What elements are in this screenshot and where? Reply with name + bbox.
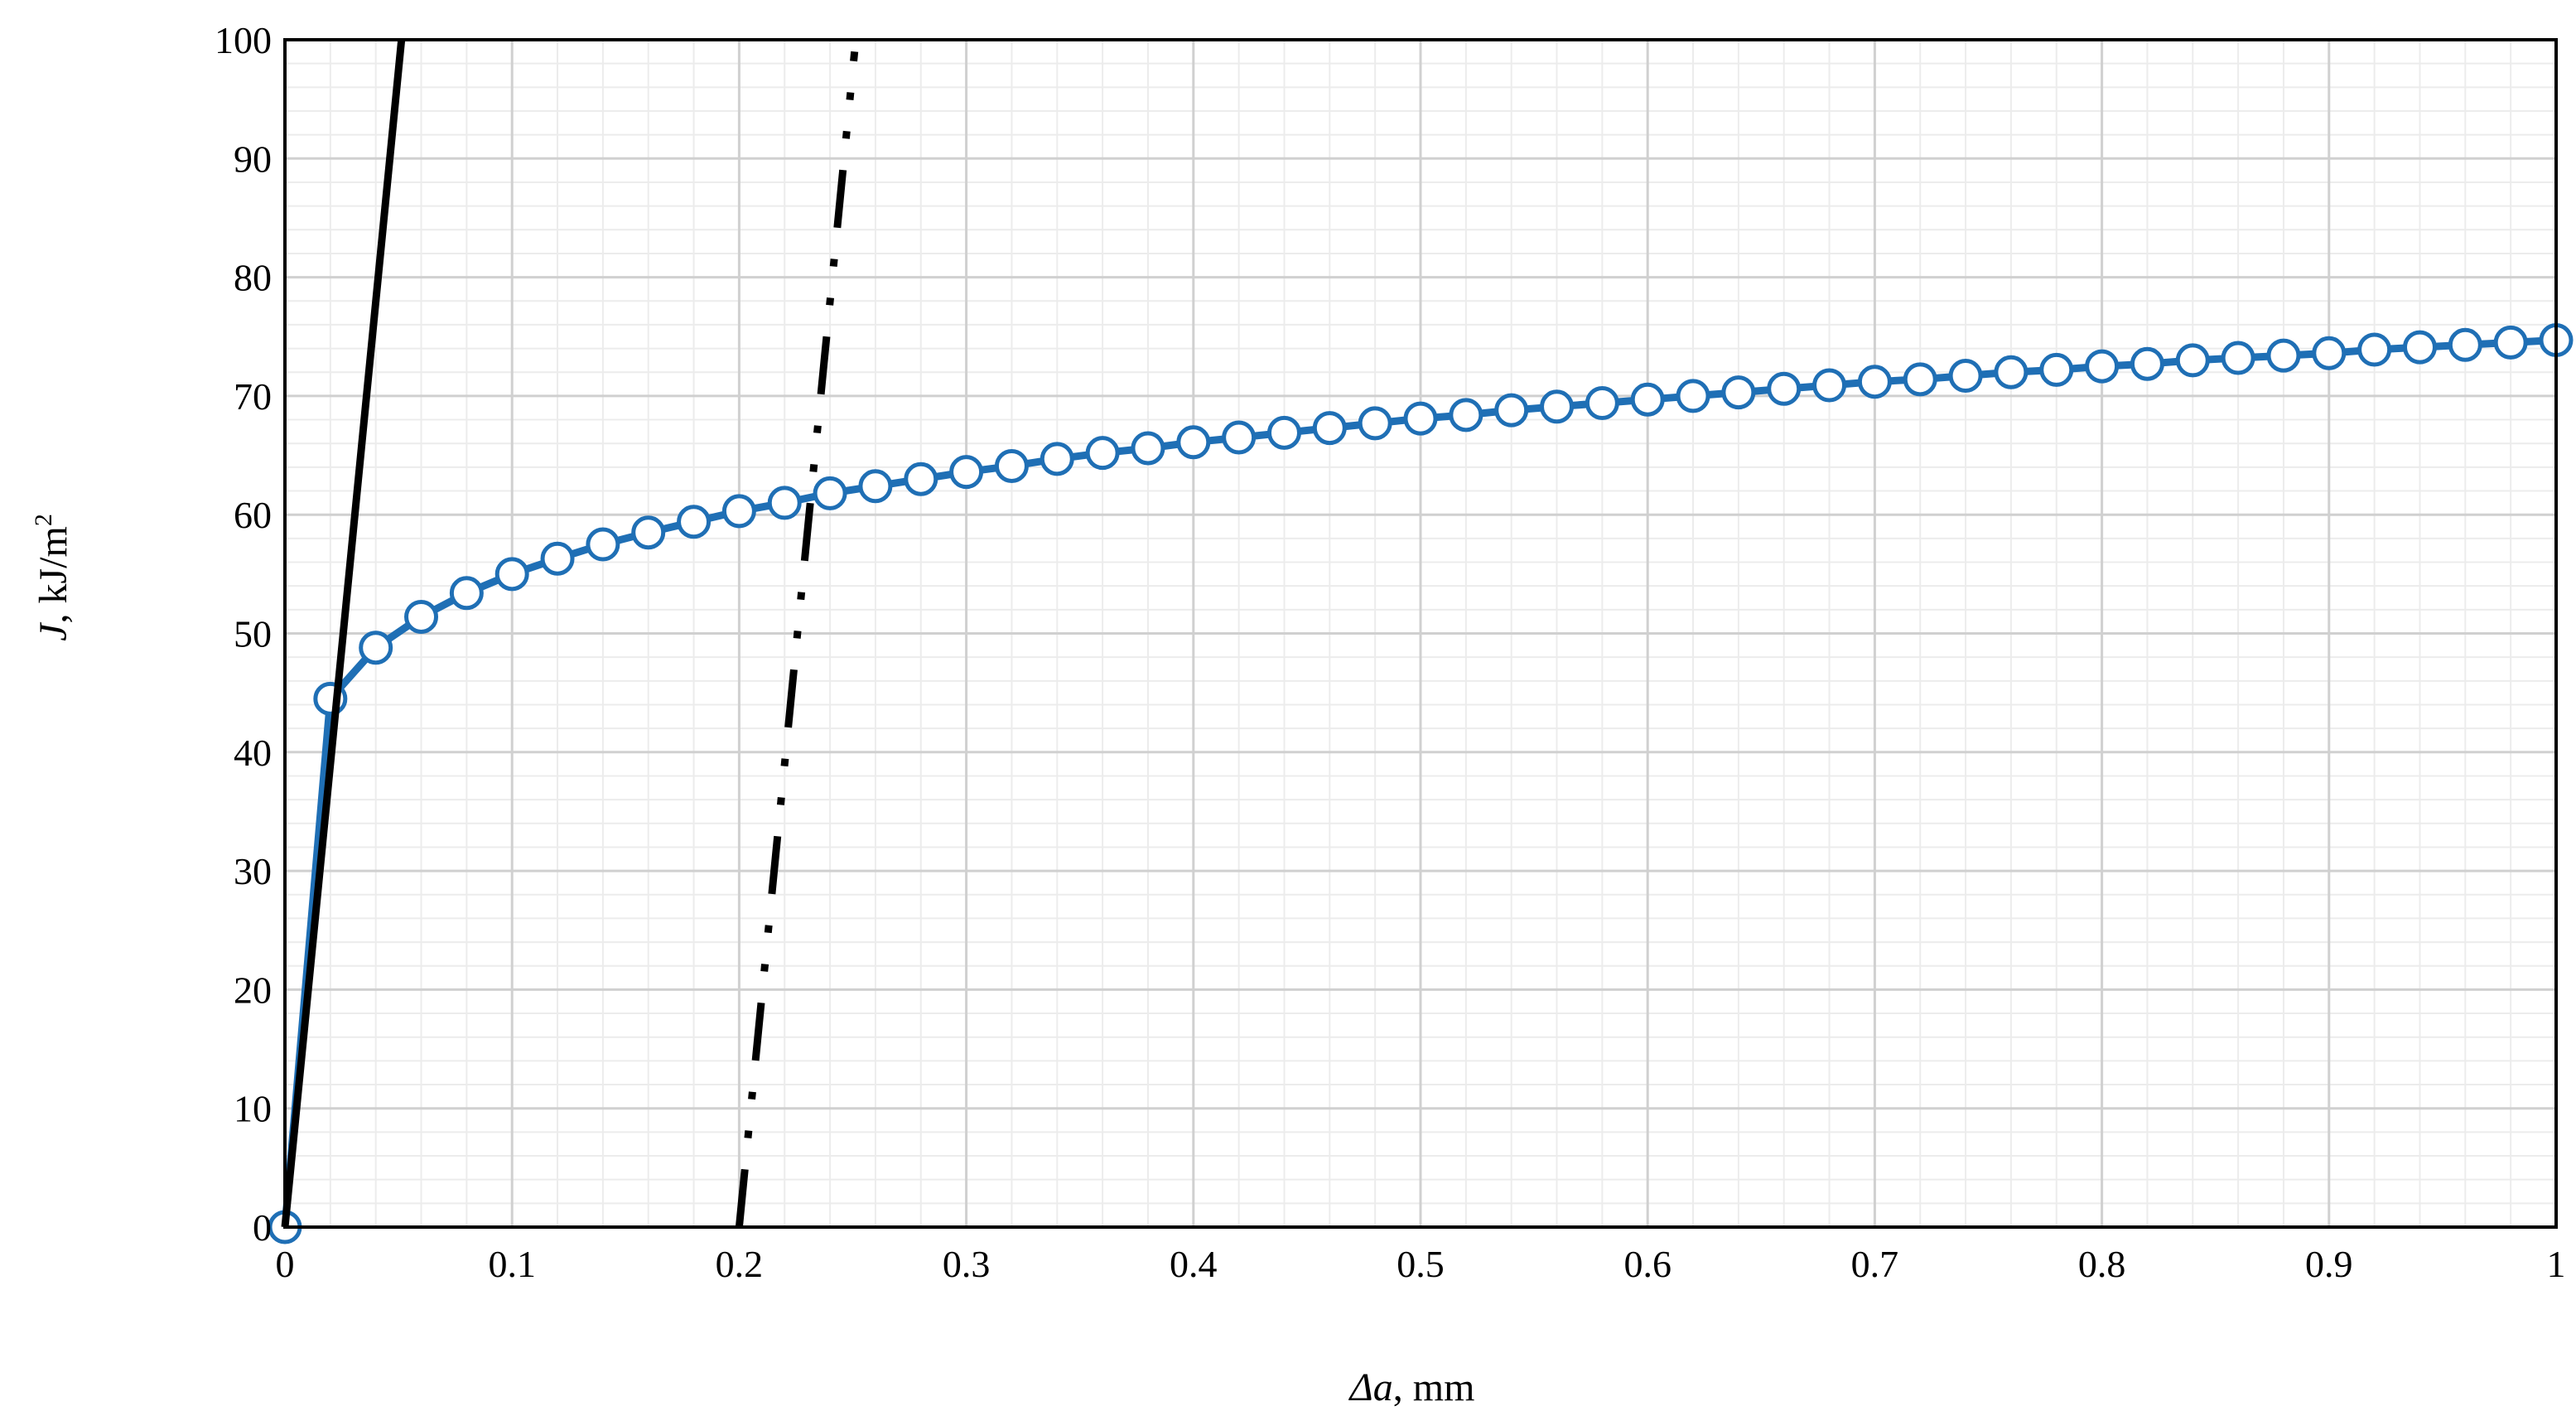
- tick-labels: 0 0.1 0.2 0.3 0.4 0.5 0.6 0.7 0.8 0.9 101020304050…: [215, 19, 2566, 1285]
- data-point: [1903, 362, 1937, 397]
- y-tick-label: 20: [234, 969, 272, 1011]
- x-axis-label-unit: , mm: [1393, 1365, 1475, 1409]
- x-tick-label: 0.7: [1851, 1243, 1899, 1285]
- data-point: [2266, 338, 2301, 373]
- data-point: [2493, 325, 2528, 360]
- data-point: [2448, 327, 2482, 362]
- data-point: [1358, 406, 1392, 441]
- data-point: [1312, 411, 1347, 446]
- data-point: [1085, 436, 1120, 471]
- data-point: [813, 476, 847, 510]
- data-point: [1721, 375, 1756, 410]
- y-tick-label: 30: [234, 850, 272, 892]
- data-point: [449, 576, 484, 611]
- major-grid: [285, 40, 2556, 1227]
- y-tick-label: 70: [234, 375, 272, 418]
- data-point: [721, 494, 756, 529]
- data-point: [2402, 330, 2437, 365]
- data-point: [631, 515, 666, 550]
- data-point: [904, 462, 938, 496]
- x-tick-label: 1: [2547, 1243, 2566, 1285]
- x-tick-label: 0.8: [2078, 1243, 2126, 1285]
- data-point: [1948, 359, 1983, 394]
- x-tick-label: 0.6: [1623, 1243, 1672, 1285]
- data-point: [858, 469, 893, 504]
- data-point: [494, 557, 529, 592]
- data-point: [1994, 355, 2028, 389]
- data-point: [2175, 343, 2210, 378]
- data-point: [2221, 341, 2255, 375]
- data-point: [1676, 379, 1710, 413]
- y-axis-label-unit: , kJ/m: [31, 526, 75, 623]
- data-point: [994, 448, 1029, 483]
- y-tick-label: 40: [234, 732, 272, 774]
- data-point: [1176, 425, 1211, 460]
- data-point: [359, 631, 393, 665]
- data-point: [1222, 420, 1257, 455]
- y-tick-label: 0: [253, 1206, 272, 1249]
- data-point: [586, 527, 620, 562]
- x-tick-label: 0.1: [488, 1243, 536, 1285]
- data-point: [949, 455, 984, 490]
- x-tick-label: 0.3: [943, 1243, 991, 1285]
- y-tick-label: 100: [215, 19, 272, 61]
- x-tick-label: 0.9: [2305, 1243, 2353, 1285]
- data-point: [1857, 365, 1892, 399]
- data-point: [1767, 371, 1802, 406]
- data-point: [2312, 336, 2347, 370]
- x-axis-label: Δa, mm: [1348, 1365, 1475, 1409]
- x-tick-label: 0.4: [1170, 1243, 1218, 1285]
- y-tick-label: 50: [234, 613, 272, 655]
- data-point: [2085, 349, 2120, 384]
- y-tick-label: 60: [234, 494, 272, 536]
- y-tick-label: 10: [234, 1088, 272, 1130]
- data-point: [404, 599, 439, 634]
- y-axis-label-superscript: 2: [30, 514, 57, 526]
- data-point: [1540, 389, 1575, 424]
- data-point: [1449, 398, 1483, 433]
- x-tick-label: 0: [276, 1243, 295, 1285]
- data-point: [677, 505, 712, 539]
- y-axis-label-symbol: J: [31, 621, 75, 641]
- y-tick-label: 80: [234, 257, 272, 299]
- data-point: [2357, 332, 2392, 367]
- data-point: [1812, 368, 1847, 403]
- data-point: [1585, 385, 1619, 420]
- data-point: [1630, 382, 1665, 417]
- x-axis-label-symbol: Δa: [1348, 1365, 1393, 1409]
- data-point: [767, 486, 802, 520]
- x-tick-label: 0.5: [1397, 1243, 1445, 1285]
- data-point: [1403, 401, 1438, 436]
- data-point: [1040, 442, 1074, 476]
- y-axis-label: J, kJ/m2: [30, 514, 75, 641]
- y-tick-label: 90: [234, 138, 272, 180]
- x-tick-label: 0.2: [716, 1243, 764, 1285]
- data-point: [2039, 352, 2074, 387]
- data-point: [1131, 431, 1165, 466]
- offset-exclusion-line: [735, 51, 859, 1228]
- plot-frame: [283, 38, 2558, 1229]
- data-point: [1266, 415, 1301, 450]
- data-point: [1494, 393, 1529, 428]
- blunting-line: [281, 39, 406, 1228]
- data-point: [540, 541, 575, 576]
- data-point: [2130, 346, 2164, 381]
